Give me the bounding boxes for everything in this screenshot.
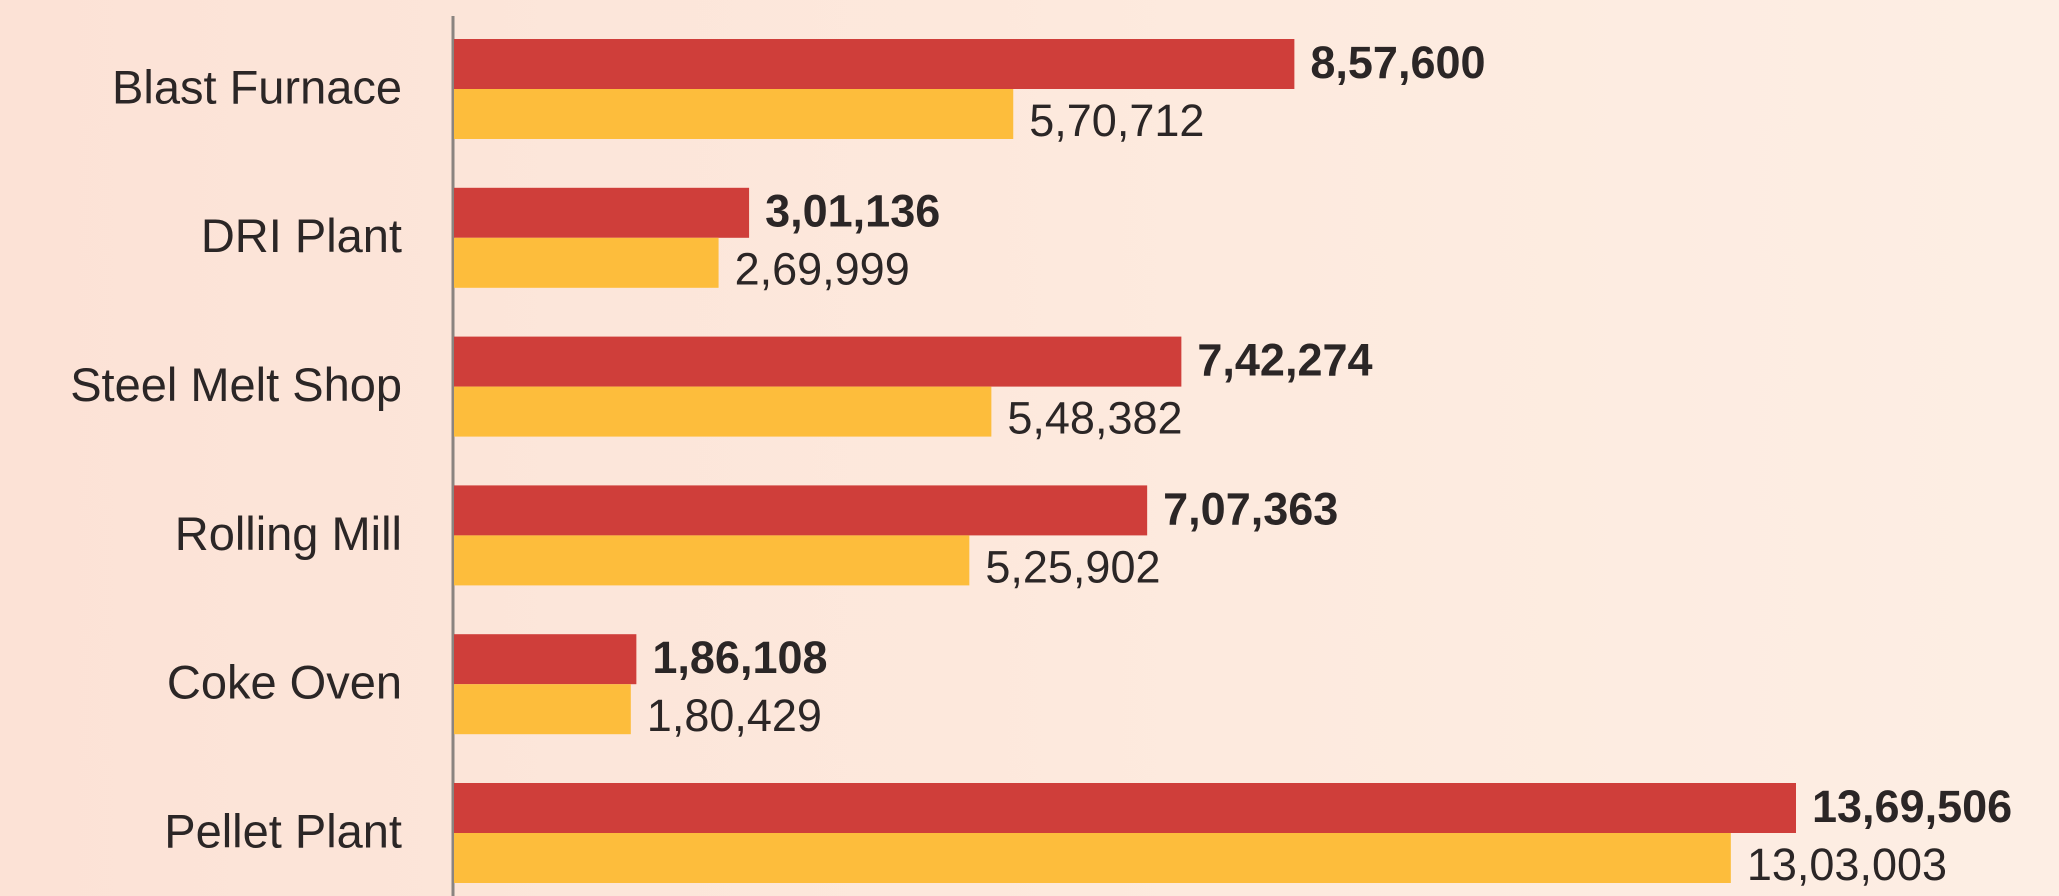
bar <box>454 237 719 288</box>
category-label: Rolling Mill <box>175 507 402 560</box>
bar <box>454 833 1731 883</box>
value-label: 7,42,274 <box>1197 334 1372 385</box>
category-label: Steel Melt Shop <box>70 358 402 411</box>
value-label: 8,57,600 <box>1310 37 1485 88</box>
bar <box>454 535 970 586</box>
bar <box>454 89 1014 139</box>
bar <box>454 39 1295 89</box>
value-label: 13,03,003 <box>1747 839 1947 890</box>
bar <box>454 386 992 437</box>
bar <box>454 634 637 685</box>
bar <box>454 187 750 238</box>
category-label: Coke Oven <box>167 656 402 709</box>
bar <box>454 684 631 735</box>
category-label: DRI Plant <box>201 209 402 262</box>
value-label: 5,48,382 <box>1007 392 1182 443</box>
value-label: 1,80,429 <box>647 690 822 741</box>
value-label: 3,01,136 <box>765 186 940 237</box>
value-label: 1,86,108 <box>652 632 827 683</box>
bar <box>454 485 1148 536</box>
value-label: 13,69,506 <box>1812 781 2012 832</box>
bar <box>454 783 1796 833</box>
value-label: 2,69,999 <box>735 244 910 295</box>
value-label: 7,07,363 <box>1163 483 1338 534</box>
category-label: Pellet Plant <box>164 804 402 857</box>
bar <box>454 336 1182 387</box>
value-label: 5,25,902 <box>985 541 1160 592</box>
category-label: Blast Furnace <box>112 60 402 113</box>
value-label: 5,70,712 <box>1029 95 1204 146</box>
